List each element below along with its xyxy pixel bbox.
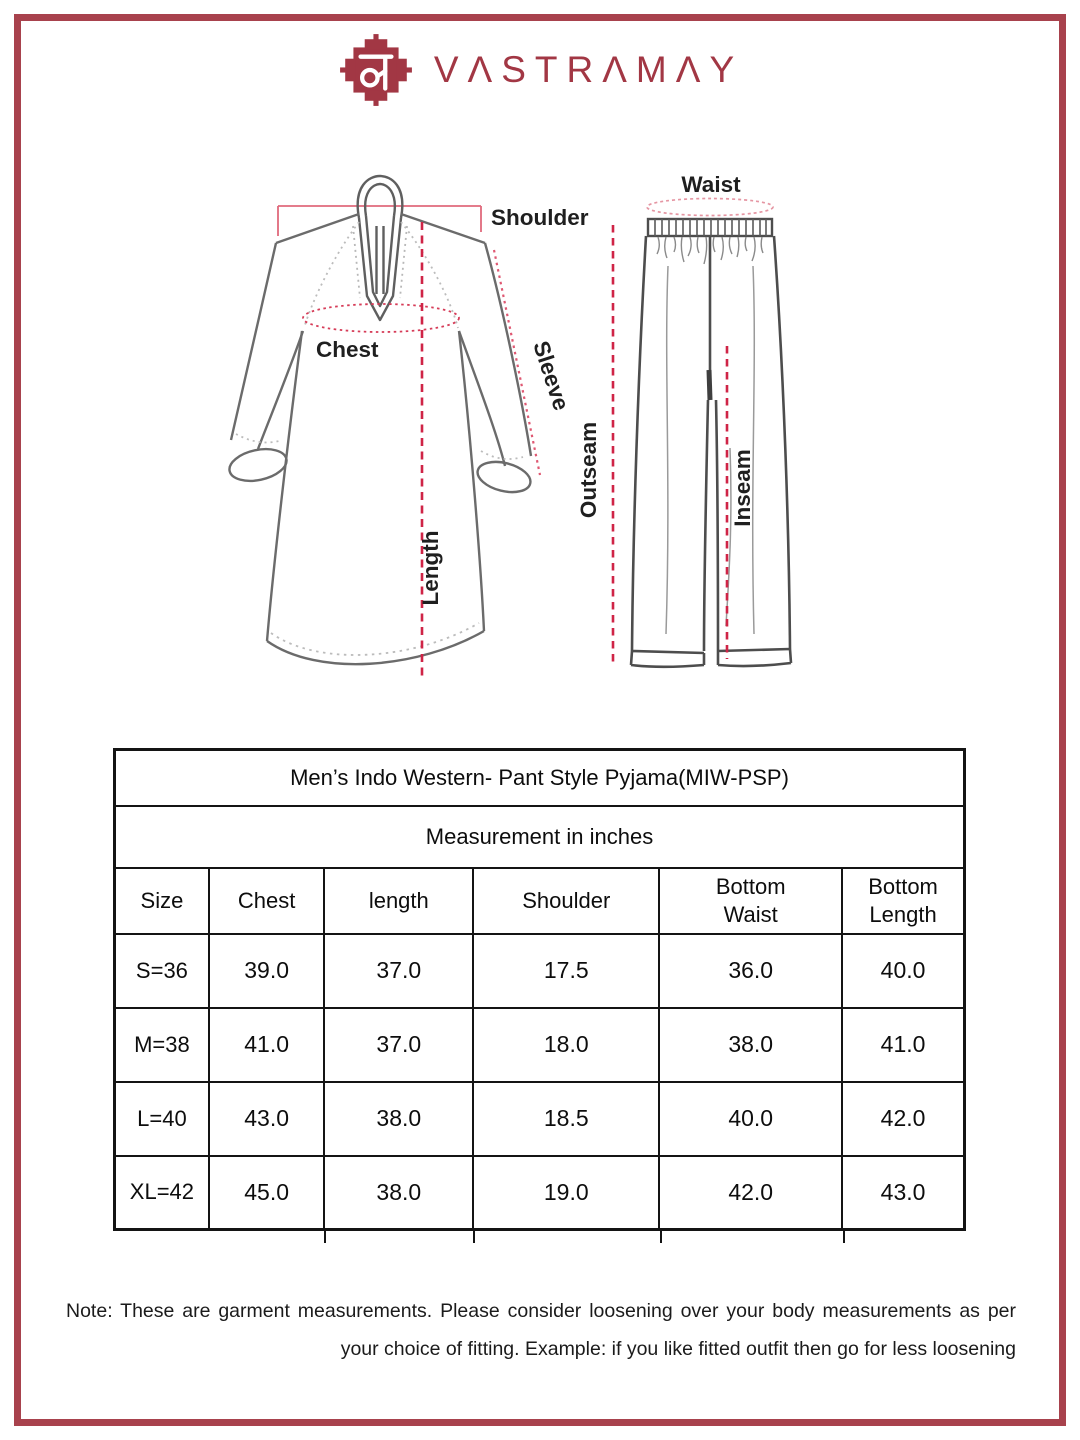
size-cell: S=36 (113, 932, 210, 1009)
devanagari-va-glyph (358, 54, 394, 91)
bottom-waist-cell: 42.0 (658, 1154, 844, 1231)
length-label: Length (418, 531, 443, 606)
table-subtitle-row: Measurement in inches (113, 804, 966, 869)
table-row-m: M=38 41.0 37.0 18.0 38.0 41.0 (113, 1006, 966, 1083)
chest-cell: 43.0 (207, 1080, 326, 1157)
column-header-bottom-length: Bottom Length (841, 866, 966, 935)
size-chart-table: Men’s Indo Western- Pant Style Pyjama(MI… (113, 748, 966, 1231)
table-header-row: Size Chest length Shoulder Bottom Waist … (113, 866, 966, 935)
table-bottom-stub (843, 1230, 845, 1243)
chest-cell: 41.0 (207, 1006, 326, 1083)
shoulder-cell: 17.5 (472, 932, 661, 1009)
shoulder-cell: 18.0 (472, 1006, 661, 1083)
column-header-size: Size (113, 866, 210, 935)
length-cell: 38.0 (323, 1080, 475, 1157)
chest-cell: 39.0 (207, 932, 326, 1009)
table-subtitle: Measurement in inches (113, 804, 966, 869)
bottom-length-cell: 43.0 (841, 1154, 966, 1231)
kurta-measurement-diagram: Shoulder Chest Sleeve Length (228, 174, 589, 676)
column-header-chest: Chest (207, 866, 326, 935)
table-row-s: S=36 39.0 37.0 17.5 36.0 40.0 (113, 932, 966, 1009)
shoulder-label: Shoulder (491, 205, 589, 230)
size-cell: XL=42 (113, 1154, 210, 1231)
hem-stitch-line (270, 622, 480, 656)
chest-cell: 45.0 (207, 1154, 326, 1231)
bottom-length-cell: 41.0 (841, 1006, 966, 1083)
table-bottom-stub (324, 1230, 326, 1243)
table-bottom-stub (660, 1230, 662, 1243)
column-header-bottom-waist: Bottom Waist (658, 866, 844, 935)
bottom-waist-cell: 36.0 (658, 932, 844, 1009)
bottom-length-cell: 40.0 (841, 932, 966, 1009)
chest-measure-ellipse (302, 303, 460, 333)
brand-header: VΛSTRΛMΛY (0, 28, 1080, 112)
elastic-gathers (656, 236, 764, 265)
length-cell: 38.0 (323, 1154, 475, 1231)
inseam-label: Inseam (730, 449, 755, 527)
waist-measure-ellipse (646, 197, 774, 217)
length-cell: 37.0 (323, 932, 475, 1009)
table-title-row: Men’s Indo Western- Pant Style Pyjama(MI… (113, 748, 966, 807)
pyjama-measurement-diagram: Waist Outseam Inseam (580, 172, 793, 669)
bottom-length-cell: 42.0 (841, 1080, 966, 1157)
column-header-length: length (323, 866, 475, 935)
shoulder-measure-line (277, 205, 482, 236)
brand-name: VΛSTRΛMΛY (433, 49, 744, 90)
shoulder-cell: 19.0 (472, 1154, 661, 1231)
vastramay-logo-icon (339, 34, 412, 106)
bottom-waist-cell: 40.0 (658, 1080, 844, 1157)
outseam-label: Outseam (580, 422, 601, 518)
table-row-xl: XL=42 45.0 38.0 19.0 42.0 43.0 (113, 1154, 966, 1231)
sleeve-measure-line (492, 249, 542, 476)
size-cell: M=38 (113, 1006, 210, 1083)
waist-label: Waist (681, 172, 741, 197)
sleeve-label: Sleeve (528, 338, 574, 414)
length-cell: 37.0 (323, 1006, 475, 1083)
size-cell: L=40 (113, 1080, 210, 1157)
bottom-waist-cell: 38.0 (658, 1006, 844, 1083)
note-text: Note: These are garment measurements. Pl… (66, 1300, 1016, 1360)
table-row-l: L=40 43.0 38.0 18.5 40.0 42.0 (113, 1080, 966, 1157)
table-bottom-stub (473, 1230, 475, 1243)
chest-label: Chest (316, 337, 379, 362)
shoulder-cell: 18.5 (472, 1080, 661, 1157)
table-title: Men’s Indo Western- Pant Style Pyjama(MI… (113, 748, 966, 807)
column-header-shoulder: Shoulder (472, 866, 661, 935)
